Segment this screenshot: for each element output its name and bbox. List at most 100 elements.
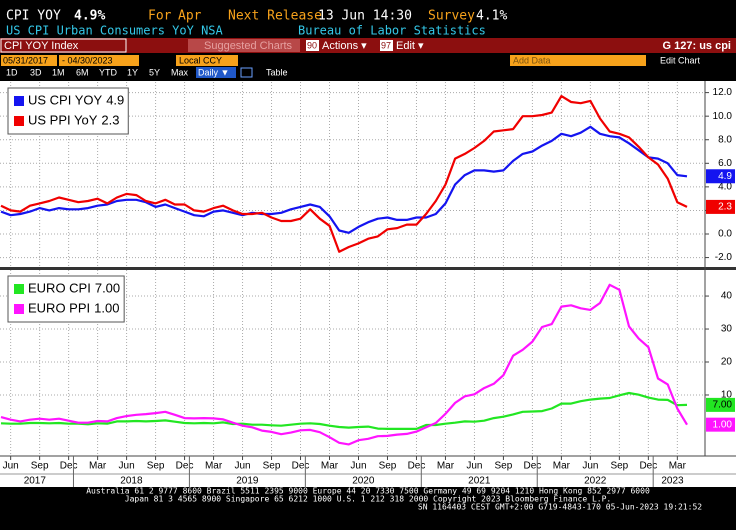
x-tick-label: Jun [350, 461, 366, 472]
x-tick-label: Sep [147, 461, 165, 472]
legend-swatch [14, 96, 24, 106]
legend-box [7, 87, 129, 135]
chart-icon[interactable] [240, 67, 253, 78]
range-button[interactable]: 5Y [149, 67, 160, 77]
actions[interactable]: Actions ▾ [322, 40, 367, 52]
legend-value: 1.00 [94, 300, 119, 315]
range-button[interactable]: 6M [76, 67, 89, 77]
legend-swatch [14, 304, 24, 314]
y-tick-label: 10.0 [713, 111, 733, 122]
value-tag [706, 397, 735, 412]
freq-box[interactable] [196, 67, 236, 78]
value-tag-label: 4.9 [718, 171, 732, 182]
value-tag-label: 2.3 [718, 202, 732, 213]
survey-label: Survey [428, 9, 475, 24]
value-tag [706, 417, 735, 432]
year-label: 2017 [24, 476, 47, 487]
index[interactable]: CPI YOY Index [4, 40, 79, 52]
suggested[interactable]: Suggested Charts [204, 40, 293, 52]
edit-num-box[interactable] [380, 40, 393, 51]
legend-label: EURO PPI [28, 300, 90, 315]
x-tick-label: Dec [176, 461, 194, 472]
y-tick-label: 0.0 [718, 229, 732, 240]
value-tag-label: 7.00 [713, 400, 733, 411]
table[interactable]: Table [266, 67, 288, 77]
ccy-box[interactable] [176, 55, 238, 66]
y-tick-label: 12.0 [713, 87, 733, 98]
x-tick-label: Mar [553, 461, 571, 472]
x-tick-label: Jun [3, 461, 19, 472]
legend: US CPI YOY 4.9 US PPI YoY 2.3 [7, 87, 129, 135]
y-tick-label: -2.0 [715, 252, 733, 263]
range-button[interactable]: 1Y [127, 67, 138, 77]
x-tick-label: Mar [321, 461, 339, 472]
end-date[interactable]: - 04/30/2023 [62, 55, 113, 65]
y-tick-label: 4.0 [718, 182, 732, 193]
toolbar [0, 38, 736, 53]
range-button[interactable]: 3D [30, 67, 42, 77]
x-tick-label: Sep [31, 461, 49, 472]
legend-label: EURO CPI [28, 280, 91, 295]
edit[interactable]: Edit ▾ [396, 40, 424, 52]
suggested-box[interactable] [188, 39, 300, 52]
series-line [0, 95, 688, 253]
edit-num[interactable]: 97 [381, 40, 391, 50]
x-tick-label: Jun [119, 461, 135, 472]
legend-value: 4.9 [106, 92, 124, 107]
range-button[interactable]: YTD [99, 67, 118, 77]
legend: EURO CPI 7.00 EURO PPI 1.00 [7, 275, 125, 323]
legend-box [7, 275, 125, 323]
panel-separator [0, 267, 736, 270]
ticker: CPI YOY [6, 9, 61, 24]
value-tag [706, 199, 735, 214]
actions-num-box[interactable] [306, 40, 319, 51]
series-line [0, 391, 688, 430]
next-label: Next Release [228, 9, 322, 24]
value-tag [706, 169, 735, 184]
legend-label: US PPI YoY [28, 112, 98, 127]
year-label: 2022 [584, 476, 607, 487]
year-label: 2021 [468, 476, 491, 487]
range-button[interactable]: 1D [6, 67, 18, 77]
edit-chart[interactable]: Edit Chart [660, 55, 701, 65]
range-button[interactable]: Max [171, 67, 189, 77]
add-data-box[interactable] [510, 55, 646, 66]
x-tick-label: Jun [234, 461, 250, 472]
year-label: 2023 [661, 476, 684, 487]
y-tick-label: 20 [721, 357, 733, 368]
freq[interactable]: Daily ▼ [198, 67, 229, 77]
legend-swatch [14, 116, 24, 126]
actions-num[interactable]: 90 [307, 40, 317, 50]
add-data[interactable]: Add Data [513, 55, 551, 65]
year-label: 2018 [120, 476, 143, 487]
y-tick-label: 10 [721, 390, 733, 401]
x-tick-label: Sep [263, 461, 281, 472]
start-date[interactable]: 05/31/2017 [3, 55, 48, 65]
x-tick-label: Sep [379, 461, 397, 472]
x-tick-label: Dec [60, 461, 78, 472]
y-tick-label: 6.0 [718, 158, 732, 169]
year-label: 2020 [352, 476, 375, 487]
value-tag-label: 1.00 [713, 419, 733, 430]
footer-line: Japan 81 3 4565 8900 Singapore 65 6212 1… [125, 495, 611, 504]
x-tick-label: Mar [437, 461, 455, 472]
x-tick-label: Dec [292, 461, 310, 472]
index-box[interactable] [0, 38, 127, 53]
plots: Jun Sep Dec Mar Jun Sep Dec Mar Jun Sep Dec Mar Jun S… [0, 82, 735, 487]
legend-value: 2.3 [101, 112, 119, 127]
footer-line: SN 1164403 CEST GMT+2:00 G719-4843-170 0… [418, 503, 702, 512]
x-tick-label: Sep [610, 461, 628, 472]
y-tick-label: 40 [721, 291, 733, 302]
x-tick-label: Dec [408, 461, 426, 472]
ccy[interactable]: Local CCY [179, 55, 222, 65]
for-label: For [148, 9, 172, 24]
x-tick-label: Jun [466, 461, 482, 472]
next-date: 13 Jun 14:30 [318, 9, 412, 24]
x-tick-label: Mar [669, 461, 687, 472]
range-button[interactable]: 1M [52, 67, 65, 77]
x-tick-label: Mar [89, 461, 107, 472]
end-box[interactable] [59, 55, 139, 66]
x-tick-label: Dec [524, 461, 542, 472]
start-box[interactable] [1, 55, 57, 66]
